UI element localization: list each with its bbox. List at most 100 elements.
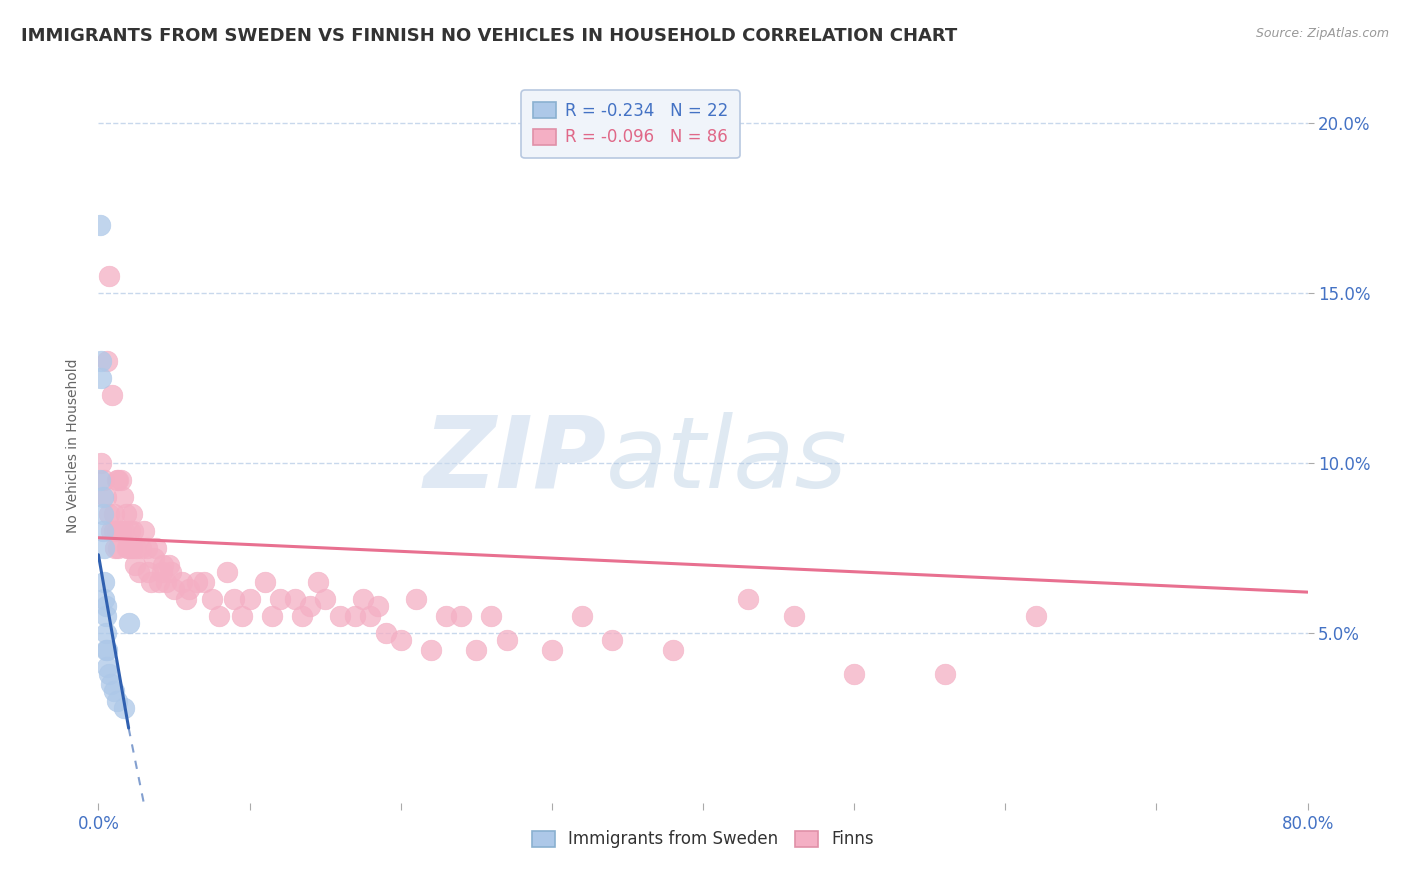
- Point: [495, 632, 517, 647]
- Point: [90, 354, 112, 368]
- Point: [111, 490, 134, 504]
- Point: [783, 608, 806, 623]
- Point: [103, 507, 125, 521]
- Point: [434, 608, 457, 623]
- Point: [105, 524, 128, 538]
- Point: [571, 608, 593, 623]
- Point: [602, 632, 624, 647]
- Point: [98, 507, 121, 521]
- Point: [105, 694, 128, 708]
- Point: [125, 541, 148, 555]
- Point: [120, 524, 142, 538]
- Point: [122, 524, 145, 538]
- Point: [96, 354, 118, 368]
- Point: [239, 591, 262, 606]
- Point: [110, 473, 132, 487]
- Point: [150, 565, 173, 579]
- Point: [540, 643, 562, 657]
- Point: [136, 565, 159, 579]
- Point: [160, 565, 183, 579]
- Point: [141, 574, 163, 589]
- Point: [107, 473, 129, 487]
- Point: [155, 574, 177, 589]
- Point: [91, 507, 114, 521]
- Point: [104, 541, 127, 555]
- Point: [94, 608, 117, 623]
- Point: [96, 643, 118, 657]
- Point: [103, 524, 125, 538]
- Point: [105, 473, 128, 487]
- Point: [98, 666, 121, 681]
- Point: [186, 574, 208, 589]
- Point: [128, 565, 150, 579]
- Point: [299, 599, 322, 613]
- Point: [96, 660, 118, 674]
- Point: [481, 608, 503, 623]
- Point: [215, 565, 238, 579]
- Point: [93, 541, 115, 555]
- Point: [94, 643, 117, 657]
- Point: [94, 599, 117, 613]
- Point: [344, 608, 367, 623]
- Point: [193, 574, 215, 589]
- Point: [121, 541, 143, 555]
- Text: Source: ZipAtlas.com: Source: ZipAtlas.com: [1256, 27, 1389, 40]
- Point: [112, 700, 135, 714]
- Point: [107, 541, 129, 555]
- Point: [90, 371, 112, 385]
- Point: [103, 683, 125, 698]
- Point: [135, 541, 157, 555]
- Point: [152, 558, 174, 572]
- Legend: Immigrants from Sweden, Finns: Immigrants from Sweden, Finns: [524, 824, 882, 855]
- Point: [269, 591, 291, 606]
- Point: [98, 269, 121, 284]
- Text: atlas: atlas: [606, 412, 848, 508]
- Point: [132, 524, 155, 538]
- Point: [179, 582, 201, 596]
- Point: [145, 541, 167, 555]
- Point: [284, 591, 307, 606]
- Point: [114, 507, 136, 521]
- Point: [314, 591, 336, 606]
- Point: [934, 666, 956, 681]
- Point: [159, 558, 181, 572]
- Point: [112, 524, 135, 538]
- Point: [231, 608, 253, 623]
- Point: [89, 218, 111, 232]
- Point: [93, 574, 115, 589]
- Point: [163, 582, 186, 596]
- Point: [329, 608, 352, 623]
- Text: IMMIGRANTS FROM SWEDEN VS FINNISH NO VEHICLES IN HOUSEHOLD CORRELATION CHART: IMMIGRANTS FROM SWEDEN VS FINNISH NO VEH…: [21, 27, 957, 45]
- Point: [91, 490, 114, 504]
- Point: [115, 541, 138, 555]
- Point: [374, 626, 396, 640]
- Point: [129, 541, 152, 555]
- Point: [108, 524, 131, 538]
- Point: [170, 574, 193, 589]
- Point: [661, 643, 683, 657]
- Point: [465, 643, 488, 657]
- Point: [844, 666, 866, 681]
- Point: [737, 591, 759, 606]
- Point: [110, 524, 132, 538]
- Point: [405, 591, 427, 606]
- Point: [101, 388, 124, 402]
- Point: [360, 608, 382, 623]
- Point: [291, 608, 314, 623]
- Point: [253, 574, 276, 589]
- Point: [367, 599, 389, 613]
- Point: [352, 591, 374, 606]
- Point: [201, 591, 224, 606]
- Point: [94, 626, 117, 640]
- Point: [262, 608, 284, 623]
- Point: [93, 591, 115, 606]
- Point: [121, 507, 143, 521]
- Point: [420, 643, 443, 657]
- Point: [94, 490, 117, 504]
- Point: [124, 558, 146, 572]
- Point: [307, 574, 329, 589]
- Point: [389, 632, 412, 647]
- Point: [90, 456, 112, 470]
- Point: [118, 615, 141, 630]
- Text: ZIP: ZIP: [423, 412, 606, 508]
